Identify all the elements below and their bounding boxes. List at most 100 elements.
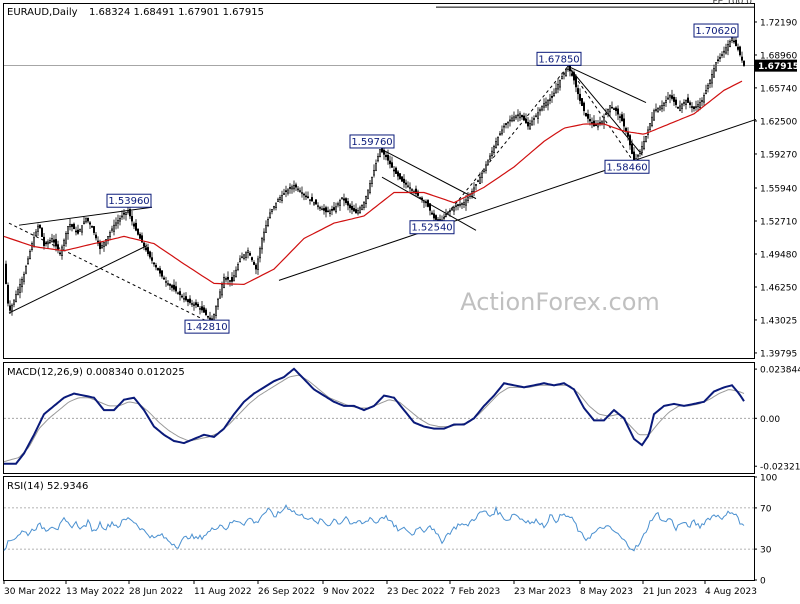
candle-body [323,208,324,210]
macd-line [4,369,744,464]
candle-body [715,63,716,71]
candle-body [231,277,232,281]
candle-body [551,96,552,97]
candle-body [685,101,686,105]
candle-body [697,105,698,107]
candle-body [117,221,118,224]
candle-body [109,233,110,237]
candle-body [315,200,316,205]
candle-body [459,204,460,205]
candle-body [617,109,618,114]
candle-body [251,258,252,260]
candle-body [193,304,194,306]
candle-body [641,147,642,153]
candle-body [183,298,184,299]
candle-body [725,48,726,53]
ohlc-values: 1.68324 1.68491 1.67901 1.67915 [89,7,264,18]
candle-body [683,102,684,103]
candle-body [313,203,314,204]
candle-body [143,243,144,246]
candle-body [665,101,666,103]
candle-body [495,141,496,147]
y-tick-label: 1.46250 [760,283,797,293]
candle-body [91,226,92,227]
candle-body [545,102,546,106]
candle-body [197,304,198,306]
candle-body [429,204,430,211]
candle-body [123,213,124,214]
y-tick-label: 1.52710 [760,217,797,227]
candle-body [247,251,248,253]
candle-body [605,113,606,114]
candle-body [371,177,372,183]
candle-body [357,210,358,213]
candle-body [145,248,146,250]
candle-body [279,198,280,200]
candle-body [267,219,268,225]
candle-body [691,107,692,108]
candle-body [87,218,88,221]
symbol-title: EURAUD,Daily [7,7,78,18]
candle-body [731,38,732,40]
candle-body [585,113,586,116]
candle-body [243,255,244,259]
candle-body [553,93,554,95]
candle-body [17,290,18,295]
price-annotation-label: 1.59760 [351,137,392,148]
candle-body [237,265,238,270]
candle-body [27,259,28,264]
candle-body [283,194,284,195]
candle-body [519,114,520,118]
candle-body [687,98,688,103]
candle-body [639,152,640,154]
candle-body [63,240,64,245]
candle-body [43,237,44,245]
candle-body [467,197,468,200]
candle-body [609,106,610,112]
candle-body [451,209,452,210]
candle-body [363,203,364,208]
candle-body [739,47,740,55]
candle-body [379,150,380,157]
candle-body [47,242,48,244]
candle-body [487,161,488,165]
macd-y-tick-label: 0.023844 [760,366,800,376]
candle-body [421,198,422,199]
candle-body [547,101,548,105]
rsi-title: RSI(14) 52.9346 [7,481,88,492]
candle-body [675,100,676,105]
y-tick-label: 1.39795 [760,349,797,359]
candle-body [293,185,294,189]
candle-body [727,44,728,50]
candle-body [701,101,702,102]
candle-body [229,280,230,281]
candle-body [449,210,450,211]
candle-body [543,104,544,108]
candle-body [659,107,660,110]
candle-body [137,229,138,234]
candle-body [227,277,228,279]
candle-body [205,310,206,315]
candle-body [169,284,170,285]
candle-body [623,119,624,126]
candle-body [397,172,398,176]
candle-body [217,299,218,306]
candle-body [723,51,724,52]
candle-body [89,223,90,224]
candle-body [223,277,224,287]
candle-body [61,247,62,256]
candle-body [181,296,182,297]
candle-body [395,168,396,174]
candle-body [663,103,664,105]
candle-body [185,296,186,300]
candle-body [115,223,116,225]
candle-body [39,225,40,228]
candle-body [221,285,222,295]
candle-body [679,106,680,111]
candle-body [539,110,540,111]
price-annotation-label: 1.58460 [606,162,647,173]
candle-body [339,201,340,206]
candle-body [443,217,444,218]
candle-body [203,308,204,313]
candle-body [409,187,410,188]
